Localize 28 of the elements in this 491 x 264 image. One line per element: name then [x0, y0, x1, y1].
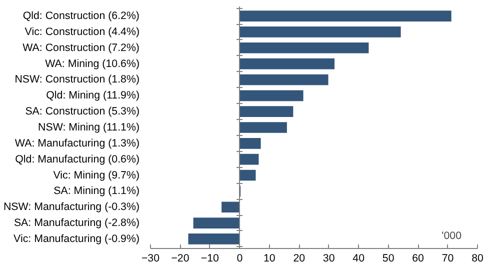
x-tick-label: 40	[352, 252, 365, 264]
x-tick-label: −10	[200, 252, 220, 264]
y-tick-label: WA: Mining (10.6%)	[45, 58, 140, 70]
y-tick-label: Qld: Mining (11.9%)	[46, 90, 140, 102]
y-tick-label: NSW: Manufacturing (-0.3%)	[3, 201, 140, 214]
y-tick-label: WA: Manufacturing (1.3%)	[14, 137, 140, 150]
x-tick-label: 20	[293, 252, 306, 264]
x-tick-label: 30	[322, 252, 335, 264]
x-tick-label: −20	[171, 252, 190, 264]
y-tick-label: NSW: Construction (1.8%)	[14, 74, 140, 86]
y-tick-label: SA: Mining (1.1%)	[54, 185, 140, 198]
x-tick-label: 0	[236, 252, 243, 264]
y-tick-label: WA: Construction (7.2%)	[22, 42, 140, 54]
x-tick-label: 60	[412, 252, 424, 264]
y-tick-label: SA: Manufacturing (-2.8%)	[14, 217, 140, 230]
y-tick-label: Vic: Manufacturing (-0.9%)	[14, 232, 140, 245]
y-tick-label: Vic: Construction (4.4%)	[24, 26, 140, 38]
x-tick-label: −30	[141, 252, 160, 264]
y-tick-label: Qld: Construction (6.2%)	[22, 10, 140, 22]
y-tick-label: NSW: Mining (11.1%)	[38, 122, 140, 134]
y-tick-label: Vic: Mining (9.7%)	[53, 169, 140, 182]
y-tick-label: SA: Construction (5.3%)	[25, 106, 140, 118]
x-tick-label: 80	[472, 252, 484, 264]
y-tick-label: Qld: Manufacturing (0.6%)	[15, 153, 140, 166]
annotation: '000	[442, 230, 462, 242]
x-tick-label: 10	[263, 252, 276, 264]
x-tick-label: 70	[442, 252, 454, 264]
x-tick-label: 50	[382, 252, 394, 264]
